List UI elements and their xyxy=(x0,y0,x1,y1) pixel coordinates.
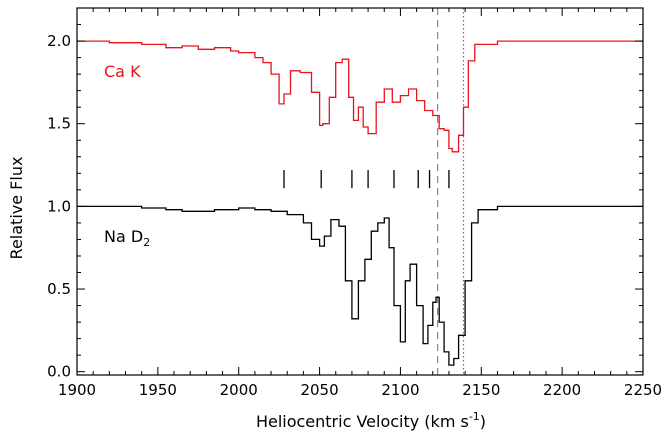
series-line-na-d2 xyxy=(77,205,643,366)
series-label-main: Na D xyxy=(104,227,143,246)
y-tick-label: 2.0 xyxy=(47,32,71,50)
x-tick-label: 1950 xyxy=(139,381,177,399)
reference-lines xyxy=(437,8,465,375)
x-tick-label: 2200 xyxy=(543,381,581,399)
series-layer xyxy=(77,40,643,366)
x-axis-label-tail: ) xyxy=(480,412,486,431)
plot-frame xyxy=(76,7,644,376)
series-label-subscript: 2 xyxy=(143,236,150,249)
series-line-ca-k xyxy=(77,40,643,153)
x-tick-label: 2100 xyxy=(381,381,419,399)
y-tick-label: 1.0 xyxy=(47,197,71,215)
x-tick-label: 2000 xyxy=(220,381,258,399)
x-axis-label-superscript: -1 xyxy=(469,410,480,423)
x-tick-label: 2250 xyxy=(624,381,662,399)
x-axis-label-main: Heliocentric Velocity (km s xyxy=(256,412,469,431)
y-tick-label: 0.0 xyxy=(47,363,71,381)
x-tick-label: 2050 xyxy=(300,381,338,399)
x-axis-label: Heliocentric Velocity (km s-1) xyxy=(256,410,486,431)
series-label-text: Ca K xyxy=(104,62,141,81)
y-tick-label: 1.5 xyxy=(47,115,71,133)
x-tick-label: 2150 xyxy=(462,381,500,399)
series-label-text: Na D2 xyxy=(104,227,150,249)
y-tick-label: 0.5 xyxy=(47,280,71,298)
series-label-na-d2: Na D2 xyxy=(104,227,150,249)
x-tick-label: 1900 xyxy=(58,381,96,399)
axes: 1900 1950 2000 2050 2100 2150 2200 2250 0.0 0.5 1.… xyxy=(47,7,662,399)
y-axis-label: Relative Flux xyxy=(7,157,26,260)
component-ticks xyxy=(283,170,450,189)
series-label-ca-k: Ca K xyxy=(104,62,141,81)
